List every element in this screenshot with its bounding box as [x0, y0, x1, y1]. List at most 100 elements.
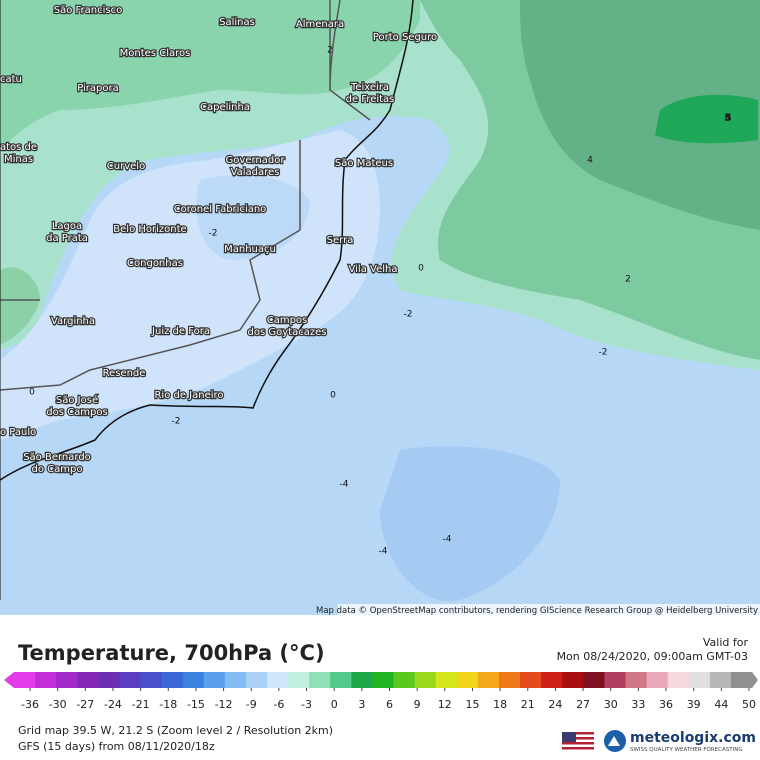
color-swatch — [267, 672, 289, 688]
color-swatch — [98, 672, 120, 688]
color-swatch — [688, 672, 711, 688]
contour-label: 5 — [725, 114, 731, 124]
contour-label: -4 — [340, 480, 349, 490]
city-label: Pirapora — [77, 83, 119, 94]
brand: meteologix.com — [630, 730, 756, 746]
city-label: Lagoa — [52, 221, 82, 232]
color-swatch — [182, 672, 205, 688]
contour-label: -2 — [209, 229, 218, 239]
color-swatch — [646, 672, 669, 688]
colorbar-tick-label: -15 — [187, 698, 205, 711]
city-label: São José — [56, 394, 98, 406]
title: Temperature, 700hPa (°C) — [18, 641, 325, 665]
color-swatch — [477, 672, 500, 688]
color-swatch — [140, 672, 163, 688]
color-swatch — [667, 672, 690, 688]
city-label: Belo Horizonte — [113, 224, 186, 235]
model-info: GFS (15 days) from 08/11/2020/18z — [18, 740, 215, 753]
color-swatch — [435, 672, 458, 688]
color-swatch — [245, 672, 268, 688]
colorbar-tick-label: 21 — [521, 698, 535, 711]
color-swatch — [625, 672, 648, 688]
color-swatch — [414, 672, 437, 688]
city-label: catu — [0, 74, 22, 85]
city-label: São Francisco — [54, 5, 122, 16]
city-label: Porto Seguro — [373, 32, 437, 43]
map: São Francisco Salinas Almenara Porto Seg… — [0, 0, 760, 616]
city-label: Congonhas — [127, 258, 183, 269]
color-swatch — [604, 672, 626, 688]
color-swatch — [35, 672, 57, 688]
colorbar-tick-label: -36 — [21, 698, 39, 711]
city-label: Salinas — [219, 17, 255, 28]
colorbar-tick-label: 9 — [414, 698, 421, 711]
color-swatch — [541, 672, 563, 688]
contour-label: -4 — [443, 535, 452, 545]
city-label: Coronel Fabriciano — [174, 204, 267, 215]
contour-label: -2 — [172, 417, 181, 427]
city-label: São Mateus — [335, 158, 393, 169]
color-swatch — [203, 672, 226, 688]
valid-label: Valid for — [703, 636, 749, 649]
city-label: Manhuaçu — [224, 244, 276, 255]
color-swatch — [77, 672, 99, 688]
colorbar-tick-label: 36 — [659, 698, 673, 711]
contour-label: 0 — [418, 264, 424, 274]
colorbar-tick-label: 27 — [576, 698, 590, 711]
colorbar-tick-label: 12 — [438, 698, 452, 711]
colorbar-tick-label: -12 — [215, 698, 233, 711]
tagline: SWISS QUALITY WEATHER FORECASTING — [630, 747, 743, 753]
city-label: o Paulo — [0, 427, 36, 438]
flag — [562, 732, 594, 750]
color-swatch — [309, 672, 331, 688]
city-label: Almenara — [296, 19, 344, 30]
colorbar-tick-label: 24 — [548, 698, 562, 711]
colorbar-tick-label: -21 — [132, 698, 150, 711]
color-swatch — [520, 672, 542, 688]
city-label: Minas — [4, 154, 33, 165]
color-swatch — [456, 672, 479, 688]
color-swatch — [14, 672, 36, 688]
contour-label: 0 — [29, 388, 35, 398]
city-label: Juiz de Fora — [151, 326, 210, 337]
color-swatch — [730, 672, 753, 688]
city-label: Capelinha — [200, 102, 250, 113]
colorbar-tick-label: 3 — [358, 698, 365, 711]
color-swatch — [161, 672, 184, 688]
map-attribution: Map data © OpenStreetMap contributors, r… — [316, 606, 758, 616]
city-label: Valadares — [231, 167, 280, 178]
contour-label: -4 — [379, 547, 388, 557]
colorbar-tick-label: -24 — [104, 698, 122, 711]
colorbar-tick-label: 30 — [604, 698, 618, 711]
color-swatch — [372, 672, 395, 688]
color-swatch — [562, 672, 584, 688]
color-swatch — [288, 672, 310, 688]
city-label: atos de — [0, 142, 37, 153]
color-swatch — [583, 672, 605, 688]
colorbar-tick-label: 33 — [631, 698, 645, 711]
colorbar-tick-label: -18 — [159, 698, 177, 711]
contour-label: 0 — [330, 391, 336, 401]
colorbar-tick-label: 39 — [687, 698, 701, 711]
colorbar-tick-label: 50 — [742, 698, 756, 711]
city-label: Governador — [226, 155, 286, 166]
colorbar-tick-label: 18 — [493, 698, 507, 711]
city-label: Serra — [327, 235, 354, 246]
color-swatch — [709, 672, 732, 688]
contour-label: 2 — [625, 275, 631, 285]
color-swatch — [56, 672, 78, 688]
city-label: Resende — [103, 368, 146, 379]
color-swatch — [351, 672, 373, 688]
contour-label: -2 — [599, 348, 608, 358]
color-swatch — [224, 672, 247, 688]
colorbar-tick-label: -3 — [301, 698, 312, 711]
colorbar-tick-label: -27 — [76, 698, 94, 711]
city-label: Vila Velha — [349, 264, 398, 275]
color-swatch — [498, 672, 521, 688]
city-label: São Bernardo — [23, 452, 91, 463]
city-label: dos Goytacazes — [248, 327, 327, 338]
color-swatch — [119, 672, 142, 688]
color-swatch — [393, 672, 416, 688]
colorbar-arrow — [752, 672, 758, 688]
